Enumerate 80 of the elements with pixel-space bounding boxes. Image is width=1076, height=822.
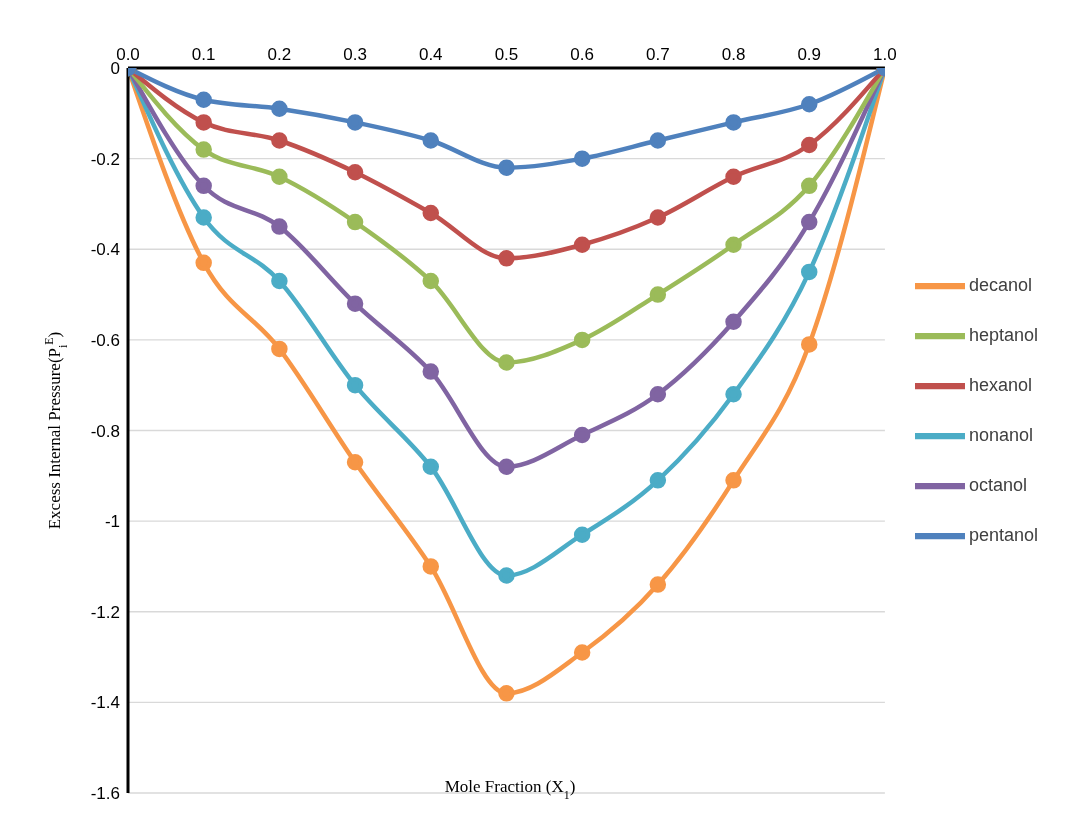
y-tick-label: -0.2 (90, 149, 120, 169)
x-tick-label: 0.7 (646, 45, 670, 64)
y-tick-label: -0.6 (90, 330, 120, 350)
legend-label: nonanol (968, 424, 1033, 445)
point (573, 644, 591, 661)
point (498, 458, 515, 475)
x-tick-label: 0.1 (191, 45, 216, 64)
point (498, 250, 515, 267)
point (271, 340, 288, 358)
point (800, 136, 818, 154)
point (271, 218, 288, 235)
point (422, 363, 440, 380)
point (346, 163, 364, 181)
point (573, 331, 591, 349)
point (422, 558, 440, 575)
point (346, 114, 364, 131)
point (800, 213, 818, 231)
y-tick-label: 0 (110, 59, 120, 79)
point (573, 236, 591, 253)
legend-label: hexanol (968, 374, 1032, 395)
point (573, 150, 591, 167)
point (195, 177, 212, 195)
x-axis-title: Mole Fraction (X$_{1}$) (444, 777, 576, 802)
point (649, 132, 667, 149)
point (725, 313, 742, 330)
legend-label: decanol (968, 274, 1032, 295)
legend-label: pentanol (968, 524, 1038, 545)
point (271, 132, 288, 149)
point (422, 132, 440, 149)
point (422, 272, 440, 290)
point (800, 263, 818, 281)
legend-label: heptanol (968, 324, 1038, 345)
point (346, 295, 364, 312)
y-tick-label: -1.4 (90, 693, 120, 713)
y-tick-label: -1.2 (90, 602, 120, 622)
legend-label: octanol (968, 474, 1027, 495)
x-tick-label: 0.9 (797, 45, 822, 64)
point (725, 472, 742, 489)
point (498, 567, 515, 584)
point (800, 177, 818, 195)
y-tick-label: -1.6 (90, 784, 120, 804)
point (498, 354, 515, 371)
point (271, 272, 288, 290)
point (649, 472, 667, 489)
point (725, 114, 742, 131)
point (271, 100, 288, 118)
point (195, 114, 212, 131)
x-tick-label: 0.2 (267, 45, 292, 64)
point (649, 576, 667, 593)
point (800, 96, 818, 113)
point (195, 91, 212, 108)
point (498, 159, 515, 176)
x-tick-label: 0.4 (418, 45, 443, 64)
point (725, 236, 742, 253)
point (725, 386, 742, 403)
point (195, 254, 212, 272)
point (725, 168, 742, 185)
point (195, 209, 212, 226)
point (422, 204, 440, 222)
point (346, 213, 364, 231)
point (271, 168, 288, 185)
point (649, 286, 667, 303)
point (346, 453, 364, 471)
point (195, 141, 212, 158)
x-tick-label: 0.3 (343, 45, 367, 64)
point (649, 209, 667, 226)
point (800, 336, 818, 353)
point (422, 458, 440, 475)
point (498, 685, 515, 702)
y-tick-label: -1 (104, 512, 120, 532)
x-tick-label: 1.0 (873, 45, 897, 64)
point (649, 386, 667, 403)
point (346, 376, 364, 394)
point (573, 526, 591, 543)
y-tick-label: -0.8 (90, 421, 120, 441)
x-tick-label: 0.8 (721, 45, 746, 64)
x-tick-label: 0.5 (494, 45, 519, 64)
point (573, 426, 591, 444)
x-tick-label: 0.6 (570, 45, 594, 64)
y-tick-label: -0.4 (90, 240, 120, 260)
